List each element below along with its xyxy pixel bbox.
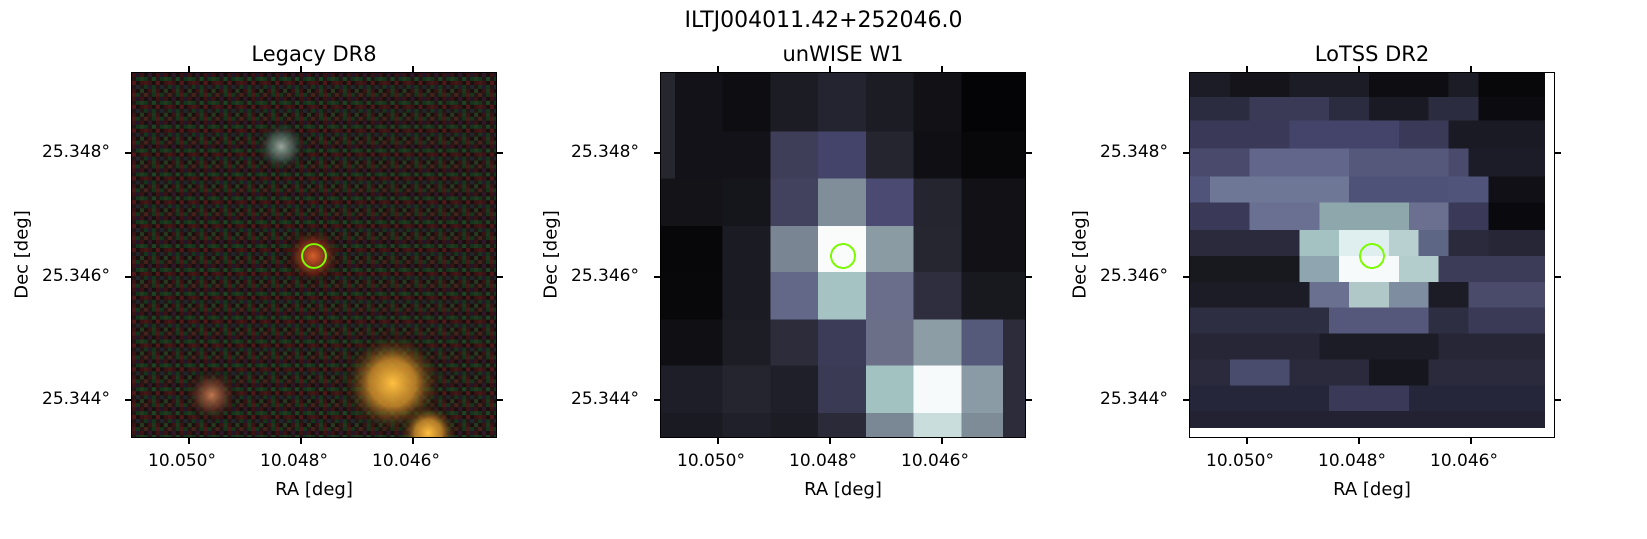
x-tick bbox=[1246, 66, 1248, 72]
x-tick bbox=[1358, 66, 1360, 72]
x-tick bbox=[941, 438, 943, 444]
y-tick bbox=[1555, 276, 1561, 278]
y-tick bbox=[125, 152, 131, 154]
x-tick-label: 10.046° bbox=[372, 451, 440, 471]
source-marker-unwise bbox=[830, 243, 856, 269]
x-tick bbox=[941, 66, 943, 72]
y-tick bbox=[497, 399, 503, 401]
y-tick bbox=[1183, 399, 1189, 401]
source-marker-lotss bbox=[1359, 243, 1385, 269]
y-tick bbox=[654, 399, 660, 401]
x-tick bbox=[300, 438, 302, 444]
x-tick bbox=[829, 438, 831, 444]
x-tick bbox=[1246, 438, 1248, 444]
y-tick bbox=[654, 152, 660, 154]
x-tick-label: 10.046° bbox=[901, 451, 969, 471]
y-tick bbox=[1026, 276, 1032, 278]
unwise-image-axes bbox=[660, 72, 1026, 438]
y-axis-label: Dec [deg] bbox=[1069, 210, 1091, 299]
y-tick-label: 25.348° bbox=[1100, 142, 1168, 162]
x-tick bbox=[300, 66, 302, 72]
y-tick-label: 25.346° bbox=[42, 266, 110, 286]
x-tick bbox=[188, 438, 190, 444]
y-tick bbox=[497, 152, 503, 154]
y-tick bbox=[1183, 276, 1189, 278]
y-tick bbox=[1026, 399, 1032, 401]
unwise-infrared-image bbox=[661, 73, 1025, 437]
y-tick bbox=[125, 399, 131, 401]
y-tick bbox=[654, 276, 660, 278]
y-tick-label: 25.348° bbox=[571, 142, 639, 162]
x-tick-label: 10.048° bbox=[789, 451, 857, 471]
y-tick-label: 25.344° bbox=[571, 389, 639, 409]
x-tick-label: 10.050° bbox=[1206, 451, 1274, 471]
y-tick bbox=[125, 276, 131, 278]
x-axis-label: RA [deg] bbox=[1333, 479, 1411, 500]
x-tick bbox=[1470, 438, 1472, 444]
y-axis-label: Dec [deg] bbox=[540, 210, 562, 299]
legacy-optical-image bbox=[132, 73, 496, 437]
x-tick bbox=[717, 66, 719, 72]
panel-title-lotss: LoTSS DR2 bbox=[1314, 42, 1430, 66]
legacy-image-axes bbox=[131, 72, 497, 438]
y-axis-label: Dec [deg] bbox=[11, 210, 33, 299]
y-tick bbox=[1026, 152, 1032, 154]
y-tick bbox=[1183, 152, 1189, 154]
panel-title-legacy: Legacy DR8 bbox=[251, 42, 377, 66]
y-tick-label: 25.346° bbox=[1100, 266, 1168, 286]
y-tick-label: 25.348° bbox=[42, 142, 110, 162]
x-tick-label: 10.050° bbox=[148, 451, 216, 471]
panel-title-unwise: unWISE W1 bbox=[782, 42, 904, 66]
x-tick-label: 10.048° bbox=[260, 451, 328, 471]
x-tick bbox=[412, 66, 414, 72]
x-tick bbox=[412, 438, 414, 444]
y-tick bbox=[1555, 152, 1561, 154]
x-axis-label: RA [deg] bbox=[804, 479, 882, 500]
lotss-image-axes bbox=[1189, 72, 1555, 438]
x-axis-label: RA [deg] bbox=[275, 479, 353, 500]
source-marker-legacy bbox=[301, 243, 327, 269]
y-tick-label: 25.344° bbox=[42, 389, 110, 409]
y-tick-label: 25.346° bbox=[571, 266, 639, 286]
figure-title: ILTJ004011.42+252046.0 bbox=[684, 8, 963, 33]
y-tick-label: 25.344° bbox=[1100, 389, 1168, 409]
x-tick bbox=[1358, 438, 1360, 444]
x-tick-label: 10.046° bbox=[1430, 451, 1498, 471]
y-tick bbox=[1555, 399, 1561, 401]
x-tick bbox=[188, 66, 190, 72]
x-tick-label: 10.050° bbox=[677, 451, 745, 471]
x-tick-label: 10.048° bbox=[1318, 451, 1386, 471]
x-tick bbox=[1470, 66, 1472, 72]
x-tick bbox=[717, 438, 719, 444]
y-tick bbox=[497, 276, 503, 278]
lotss-radio-image bbox=[1190, 73, 1554, 437]
x-tick bbox=[829, 66, 831, 72]
